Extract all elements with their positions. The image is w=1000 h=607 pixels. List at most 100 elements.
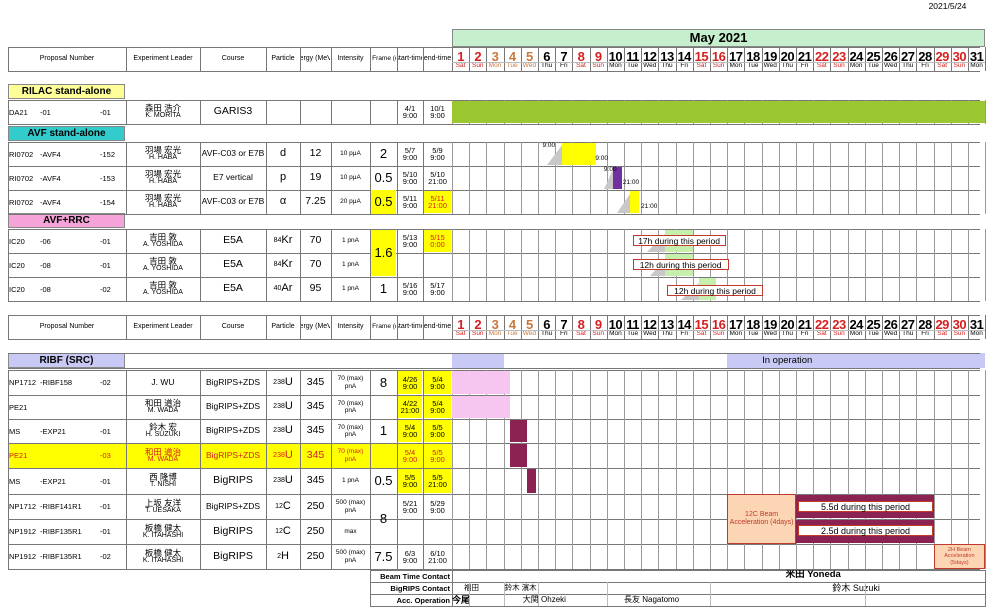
timeframe-merged-ribf: 8 — [379, 511, 388, 527]
grid-vline — [847, 544, 849, 569]
top-row-5-proposal-a: IC20 — [9, 236, 25, 246]
ribf-row-3-intensity: 70 (max) pnA — [337, 423, 364, 438]
contact-label-2: BigRIPS Contact — [390, 583, 450, 593]
ribf-row-7-leader-jp: 板橋 健太 — [144, 522, 182, 533]
ribf-row-5-intensity: 1 pnA — [342, 477, 359, 485]
grid-vline — [710, 47, 711, 71]
grid-vline — [520, 253, 522, 277]
weekday-28: Fri — [921, 330, 929, 338]
grid-vline — [503, 494, 505, 519]
grid-vline — [452, 468, 453, 494]
ribf-row-1-leader-en: J. WU — [151, 377, 175, 388]
top-row-5-start-time: 9:00 — [402, 241, 418, 249]
ribf-row-6-proposal-a: NP1712 — [9, 502, 37, 511]
weekday-18: Tue — [747, 62, 759, 70]
ribf-row-8-course: BigRIPS — [213, 549, 253, 562]
grid-vline — [572, 494, 574, 519]
schedule-bar-pe21-03 — [510, 444, 528, 467]
grid-vline — [589, 277, 591, 301]
weekday-1: Sat — [455, 330, 466, 338]
grid-vline — [370, 570, 371, 607]
ribf-row-6-end-date: 5/29 — [430, 498, 445, 508]
grid-vline — [864, 582, 866, 606]
grid-hline — [8, 229, 980, 230]
grid-vline — [727, 142, 729, 166]
grid-vline — [624, 142, 625, 166]
grid-vline — [692, 443, 694, 468]
grid-vline — [503, 47, 505, 71]
grid-vline — [606, 419, 608, 443]
grid-vline — [538, 370, 539, 395]
grid-vline — [882, 142, 883, 166]
ribf-row-6-energy: 250 — [306, 499, 325, 512]
grid-vline — [538, 277, 539, 301]
grid-vline — [469, 582, 471, 606]
contact-imao: 今尾 — [452, 595, 471, 605]
grid-vline — [469, 315, 471, 339]
grid-vline — [503, 544, 505, 569]
grid-vline — [950, 166, 952, 190]
weekday-6: Thu — [540, 62, 553, 70]
grid-vline — [486, 166, 488, 190]
ribf-row-6-leader-en: T. UESAKA — [145, 506, 181, 514]
grid-vline — [830, 142, 832, 166]
grid-vline — [985, 544, 987, 569]
grid-vline — [520, 494, 522, 519]
grid-vline — [266, 519, 267, 544]
grid-vline — [830, 468, 832, 494]
grid-vline — [452, 315, 453, 339]
grid-vline — [899, 419, 901, 443]
grid-vline — [933, 494, 935, 519]
weekday-5: Wed — [522, 62, 537, 70]
grid-vline — [950, 494, 952, 519]
day-number-27: 27 — [901, 317, 915, 332]
grid-vline — [899, 468, 901, 494]
grid-vline — [950, 519, 952, 544]
ribf-row-8-proposal-a: NP1912 — [9, 552, 37, 561]
grid-hline — [452, 330, 986, 332]
grid-vline — [520, 519, 522, 544]
grid-vline — [830, 544, 832, 569]
grid-vline — [796, 253, 797, 277]
schedule-bar-avf-153 — [613, 167, 622, 189]
grid-vline — [813, 277, 815, 301]
grid-vline — [8, 142, 9, 166]
ribf-row-4-start-date: 5/4 — [404, 447, 416, 457]
grid-vline — [778, 370, 780, 395]
mass-number: 238 — [273, 427, 285, 435]
grid-vline — [727, 395, 729, 419]
grid-vline — [520, 395, 522, 419]
weekday-27: Thu — [902, 330, 914, 338]
grid-vline — [968, 370, 969, 395]
grid-vline — [452, 519, 453, 544]
section-avf-rrc: AVF+RRC — [8, 213, 125, 228]
grid-vline — [985, 395, 987, 419]
ribf-row-2-intensity: 70 (max) pnA — [337, 399, 364, 414]
top-row-7-start-time: 9:00 — [402, 289, 418, 297]
column-header-energy: Energy (MeV/u) — [301, 55, 330, 63]
grid-vline — [452, 544, 453, 569]
grid-vline — [300, 468, 301, 494]
ribf-status-label: In operation — [762, 354, 813, 366]
grid-vline — [864, 142, 866, 166]
column-header-proposal: Proposal Number — [39, 323, 95, 331]
ribf-row-5-energy: 345 — [306, 474, 325, 487]
grid-vline — [847, 142, 849, 166]
grid-vline — [916, 443, 918, 468]
ribf-row-3-end-date: 5/5 — [424, 420, 451, 432]
grid-vline — [370, 443, 371, 468]
grid-vline — [985, 253, 987, 277]
column-header-start: start-time — [398, 55, 422, 63]
grid-vline — [985, 468, 987, 494]
day-number-12: 12 — [643, 317, 657, 332]
grid-vline — [589, 253, 591, 277]
grid-vline — [370, 544, 371, 569]
grid-vline — [641, 190, 643, 214]
grid-vline — [933, 142, 935, 166]
grid-vline — [606, 468, 608, 494]
top-row-3-proposal-b: -AVF4 — [40, 173, 61, 183]
day-number-25: 25 — [866, 317, 881, 332]
grid-vline — [658, 47, 660, 71]
ribf-row-2-leader-en: M. WADA — [147, 407, 179, 414]
day-number-18: 18 — [746, 49, 760, 64]
